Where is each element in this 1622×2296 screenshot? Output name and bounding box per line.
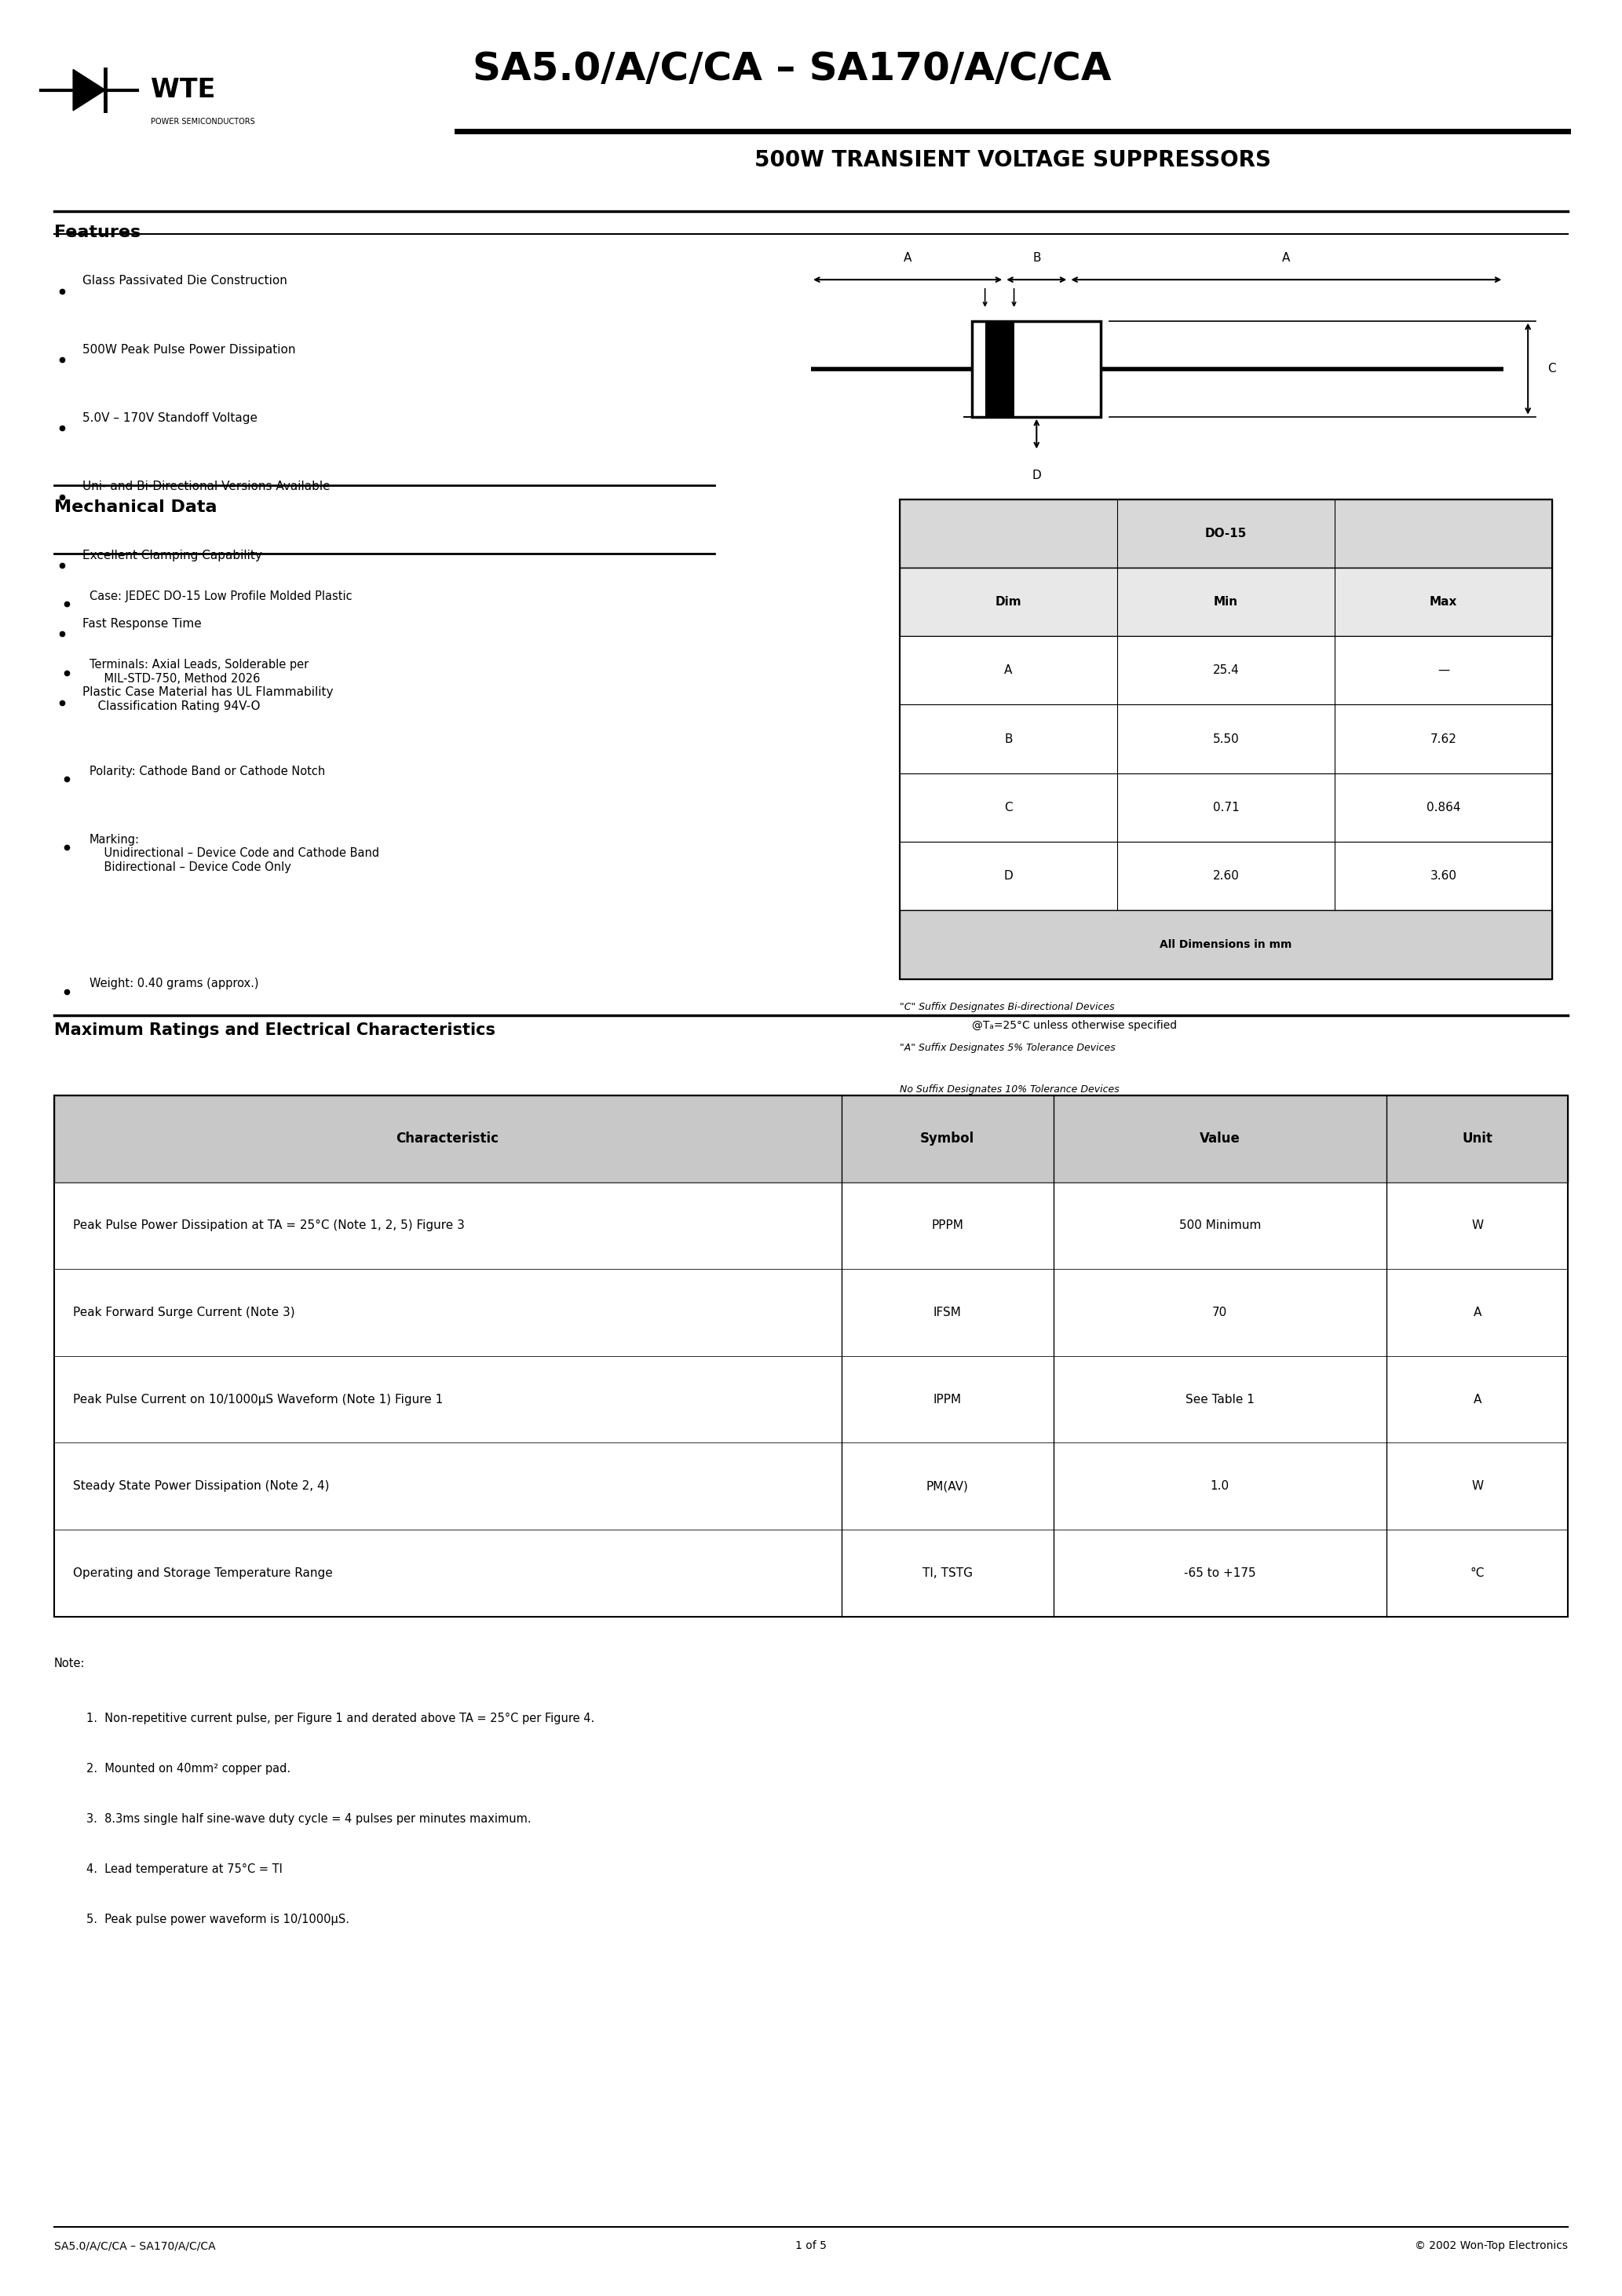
Text: Characteristic: Characteristic bbox=[396, 1132, 500, 1146]
Bar bbox=[900, 636, 1552, 705]
Text: 2.60: 2.60 bbox=[1213, 870, 1239, 882]
Text: A: A bbox=[1473, 1306, 1481, 1318]
Text: Features: Features bbox=[54, 225, 141, 241]
Text: 7.62: 7.62 bbox=[1431, 732, 1457, 744]
Text: Note:: Note: bbox=[54, 1658, 84, 1669]
Text: Mechanical Data: Mechanical Data bbox=[54, 498, 217, 514]
Polygon shape bbox=[73, 69, 105, 110]
Text: 5.50: 5.50 bbox=[1213, 732, 1239, 744]
Bar bbox=[900, 843, 1552, 909]
Text: DO-15: DO-15 bbox=[1205, 528, 1247, 540]
Text: 4.  Lead temperature at 75°C = TI: 4. Lead temperature at 75°C = TI bbox=[86, 1864, 282, 1876]
Bar bbox=[54, 1529, 1568, 1616]
Bar bbox=[54, 1270, 1568, 1357]
Text: No Suffix Designates 10% Tolerance Devices: No Suffix Designates 10% Tolerance Devic… bbox=[900, 1084, 1119, 1095]
Text: 1.0: 1.0 bbox=[1210, 1481, 1229, 1492]
Text: Symbol: Symbol bbox=[920, 1132, 975, 1146]
Bar bbox=[972, 321, 1101, 418]
Text: C: C bbox=[1004, 801, 1012, 813]
Text: See Table 1: See Table 1 bbox=[1186, 1394, 1254, 1405]
Text: TI, TSTG: TI, TSTG bbox=[923, 1568, 973, 1580]
Text: "A" Suffix Designates 5% Tolerance Devices: "A" Suffix Designates 5% Tolerance Devic… bbox=[900, 1042, 1116, 1054]
Text: Plastic Case Material has UL Flammability
    Classification Rating 94V-O: Plastic Case Material has UL Flammabilit… bbox=[83, 687, 334, 712]
Text: Steady State Power Dissipation (Note 2, 4): Steady State Power Dissipation (Note 2, … bbox=[73, 1481, 329, 1492]
Text: 5.  Peak pulse power waveform is 10/1000μS.: 5. Peak pulse power waveform is 10/1000μ… bbox=[86, 1913, 349, 1926]
Text: PM(AV): PM(AV) bbox=[926, 1481, 968, 1492]
Text: A: A bbox=[903, 253, 912, 264]
Text: Operating and Storage Temperature Range: Operating and Storage Temperature Range bbox=[73, 1568, 333, 1580]
Bar bbox=[54, 1182, 1568, 1270]
Text: 5.0V – 170V Standoff Voltage: 5.0V – 170V Standoff Voltage bbox=[83, 413, 258, 425]
Bar bbox=[54, 1442, 1568, 1529]
Text: 1.  Non-repetitive current pulse, per Figure 1 and derated above TA = 25°C per F: 1. Non-repetitive current pulse, per Fig… bbox=[86, 1713, 594, 1724]
Text: 25.4: 25.4 bbox=[1213, 664, 1239, 677]
Text: Marking:
    Unidirectional – Device Code and Cathode Band
    Bidirectional – D: Marking: Unidirectional – Device Code an… bbox=[89, 833, 380, 872]
Text: Maximum Ratings and Electrical Characteristics: Maximum Ratings and Electrical Character… bbox=[54, 1022, 495, 1038]
Text: Peak Pulse Current on 10/1000μS Waveform (Note 1) Figure 1: Peak Pulse Current on 10/1000μS Waveform… bbox=[73, 1394, 443, 1405]
Text: D: D bbox=[1004, 870, 1014, 882]
Text: 70: 70 bbox=[1212, 1306, 1228, 1318]
Bar bbox=[900, 498, 1552, 567]
Bar bbox=[900, 774, 1552, 843]
Text: -65 to +175: -65 to +175 bbox=[1184, 1568, 1255, 1580]
Text: Weight: 0.40 grams (approx.): Weight: 0.40 grams (approx.) bbox=[89, 978, 258, 990]
Text: IPPM: IPPM bbox=[933, 1394, 962, 1405]
Text: Dim: Dim bbox=[996, 597, 1022, 608]
Bar bbox=[985, 321, 1014, 418]
Bar bbox=[900, 909, 1552, 978]
Bar bbox=[900, 498, 1552, 978]
Text: C: C bbox=[1547, 363, 1555, 374]
Text: 500 Minimum: 500 Minimum bbox=[1179, 1219, 1260, 1231]
Text: Value: Value bbox=[1200, 1132, 1241, 1146]
Text: WTE: WTE bbox=[151, 78, 216, 103]
Bar bbox=[900, 567, 1552, 636]
Text: Terminals: Axial Leads, Solderable per
    MIL-STD-750, Method 2026: Terminals: Axial Leads, Solderable per M… bbox=[89, 659, 308, 684]
Text: Case: JEDEC DO-15 Low Profile Molded Plastic: Case: JEDEC DO-15 Low Profile Molded Pla… bbox=[89, 590, 352, 602]
Text: W: W bbox=[1471, 1481, 1483, 1492]
Text: All Dimensions in mm: All Dimensions in mm bbox=[1160, 939, 1293, 951]
Text: Unit: Unit bbox=[1461, 1132, 1492, 1146]
Bar bbox=[900, 705, 1552, 774]
Bar bbox=[54, 1095, 1568, 1182]
Bar bbox=[54, 1357, 1568, 1442]
Text: 2.  Mounted on 40mm² copper pad.: 2. Mounted on 40mm² copper pad. bbox=[86, 1763, 290, 1775]
Text: A: A bbox=[1473, 1394, 1481, 1405]
Bar bbox=[54, 1095, 1568, 1616]
Text: Peak Pulse Power Dissipation at TA = 25°C (Note 1, 2, 5) Figure 3: Peak Pulse Power Dissipation at TA = 25°… bbox=[73, 1219, 466, 1231]
Text: 0.864: 0.864 bbox=[1426, 801, 1460, 813]
Text: B: B bbox=[1033, 253, 1041, 264]
Text: © 2002 Won-Top Electronics: © 2002 Won-Top Electronics bbox=[1414, 2241, 1568, 2252]
Text: A: A bbox=[1004, 664, 1012, 677]
Text: Peak Forward Surge Current (Note 3): Peak Forward Surge Current (Note 3) bbox=[73, 1306, 295, 1318]
Text: Excellent Clamping Capability: Excellent Clamping Capability bbox=[83, 549, 263, 560]
Text: POWER SEMICONDUCTORS: POWER SEMICONDUCTORS bbox=[151, 117, 255, 126]
Text: Min: Min bbox=[1213, 597, 1238, 608]
Text: °C: °C bbox=[1470, 1568, 1484, 1580]
Text: A: A bbox=[1283, 253, 1291, 264]
Text: Uni- and Bi-Directional Versions Available: Uni- and Bi-Directional Versions Availab… bbox=[83, 480, 331, 494]
Text: 500W TRANSIENT VOLTAGE SUPPRESSORS: 500W TRANSIENT VOLTAGE SUPPRESSORS bbox=[754, 149, 1270, 172]
Text: 3.60: 3.60 bbox=[1431, 870, 1457, 882]
Text: B: B bbox=[1004, 732, 1012, 744]
Text: —: — bbox=[1437, 664, 1450, 677]
Text: D: D bbox=[1032, 468, 1041, 482]
Text: @Tₐ=25°C unless otherwise specified: @Tₐ=25°C unless otherwise specified bbox=[972, 1019, 1178, 1031]
Text: "C" Suffix Designates Bi-directional Devices: "C" Suffix Designates Bi-directional Dev… bbox=[900, 1001, 1114, 1013]
Text: SA5.0/A/C/CA – SA170/A/C/CA: SA5.0/A/C/CA – SA170/A/C/CA bbox=[54, 2241, 216, 2252]
Text: PPPM: PPPM bbox=[931, 1219, 963, 1231]
Text: 3.  8.3ms single half sine-wave duty cycle = 4 pulses per minutes maximum.: 3. 8.3ms single half sine-wave duty cycl… bbox=[86, 1814, 530, 1825]
Text: Glass Passivated Die Construction: Glass Passivated Die Construction bbox=[83, 276, 287, 287]
Text: Fast Response Time: Fast Response Time bbox=[83, 618, 201, 629]
Text: W: W bbox=[1471, 1219, 1483, 1231]
Text: Max: Max bbox=[1429, 597, 1457, 608]
Text: 1 of 5: 1 of 5 bbox=[795, 2241, 827, 2252]
Text: IFSM: IFSM bbox=[933, 1306, 962, 1318]
Text: 0.71: 0.71 bbox=[1213, 801, 1239, 813]
Text: SA5.0/A/C/CA – SA170/A/C/CA: SA5.0/A/C/CA – SA170/A/C/CA bbox=[472, 51, 1111, 87]
Text: 500W Peak Pulse Power Dissipation: 500W Peak Pulse Power Dissipation bbox=[83, 344, 295, 356]
Text: Polarity: Cathode Band or Cathode Notch: Polarity: Cathode Band or Cathode Notch bbox=[89, 765, 324, 776]
